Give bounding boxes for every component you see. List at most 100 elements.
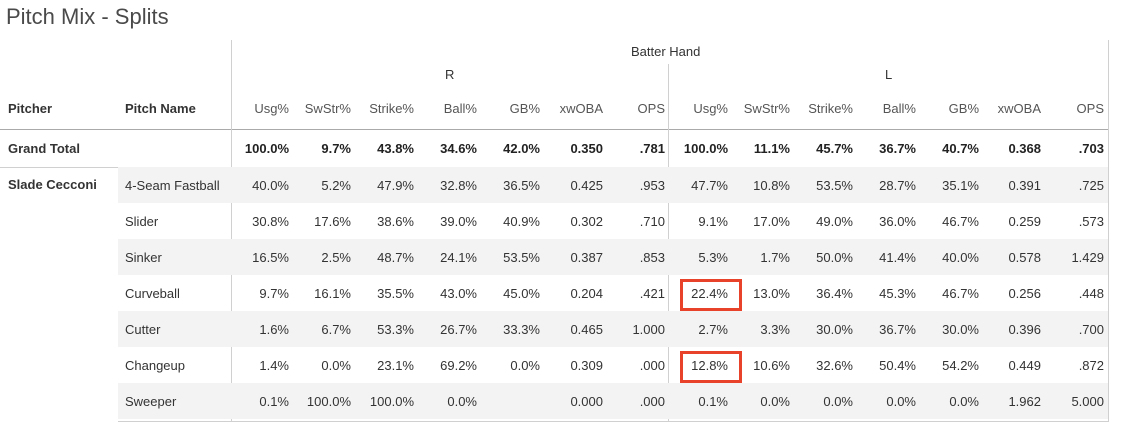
cell-l-gb: 35.1% <box>942 178 979 193</box>
grand-total-l-ball: 36.7% <box>879 141 916 156</box>
column-header-l-usg: Usg% <box>693 101 728 116</box>
grand-total-r-ball: 34.6% <box>440 141 477 156</box>
bottom-border <box>118 421 1108 422</box>
grand-total-l-strike: 45.7% <box>816 141 853 156</box>
cell-r-xwoba: 0.465 <box>570 322 603 337</box>
grand-total-l-swstr: 11.1% <box>753 141 790 156</box>
cell-r-swstr: 6.7% <box>321 322 351 337</box>
cell-r-gb: 0.0% <box>510 358 540 373</box>
grand-total-l-ops: .703 <box>1078 141 1104 156</box>
cell-l-xwoba: 0.578 <box>1008 250 1041 265</box>
cell-r-ball: 69.2% <box>440 358 477 373</box>
pitch-name-cell: Cutter <box>125 322 161 337</box>
column-header-r-xwoba: xwOBA <box>559 101 603 116</box>
cell-l-gb: 46.7% <box>942 286 979 301</box>
pitch-name-column-header: Pitch Name <box>125 101 196 116</box>
cell-l-gb: 30.0% <box>942 322 979 337</box>
column-header-r-gb: GB% <box>509 101 540 116</box>
highlight-box-curveball-usg <box>680 279 742 311</box>
grand-total-r-usg: 100.0% <box>244 141 289 156</box>
cell-l-xwoba: 0.256 <box>1008 286 1041 301</box>
grand-total-l-usg: 100.0% <box>683 141 728 156</box>
cell-r-gb: 45.0% <box>503 286 540 301</box>
grand-total-r-xwoba: 0.350 <box>570 141 603 156</box>
pitch-name-cell: Sinker <box>125 250 162 265</box>
cell-r-swstr: 2.5% <box>321 250 351 265</box>
pitch-name-cell: 4-Seam Fastball <box>125 178 220 193</box>
cell-r-strike: 38.6% <box>377 214 414 229</box>
grand-total-r-strike: 43.8% <box>377 141 414 156</box>
column-header-r-usg: Usg% <box>254 101 289 116</box>
cell-l-strike: 36.4% <box>816 286 853 301</box>
cell-l-strike: 49.0% <box>816 214 853 229</box>
right-edge-divider <box>1108 40 1109 422</box>
page-title: Pitch Mix - Splits <box>6 4 169 29</box>
column-header-r-ops: OPS <box>637 101 665 116</box>
cell-l-usg: 47.7% <box>691 178 728 193</box>
cell-r-xwoba: 0.000 <box>570 394 603 409</box>
header-divider <box>0 129 1108 130</box>
cell-l-ops: .448 <box>1078 286 1104 301</box>
cell-r-ball: 39.0% <box>440 214 477 229</box>
cell-l-usg: 9.1% <box>698 214 728 229</box>
cell-r-ops: 1.000 <box>632 322 665 337</box>
cell-r-ball: 26.7% <box>440 322 477 337</box>
cell-l-usg: 22.4% <box>691 286 728 301</box>
cell-r-usg: 1.6% <box>259 322 289 337</box>
column-header-r-swstr: SwStr% <box>304 101 351 116</box>
cell-l-ops: .725 <box>1078 178 1104 193</box>
column-header-r-ball: Ball% <box>443 101 477 116</box>
grand-total-r-ops: .781 <box>639 141 665 156</box>
cell-r-swstr: 0.0% <box>321 358 351 373</box>
grand-total-l-xwoba: 0.368 <box>1008 141 1041 156</box>
grand-total-r-swstr: 9.7% <box>321 141 351 156</box>
cell-l-usg: 5.3% <box>698 250 728 265</box>
cell-r-strike: 23.1% <box>377 358 414 373</box>
right-hand-header: R <box>445 67 455 82</box>
cell-l-strike: 50.0% <box>816 250 853 265</box>
cell-l-usg: 0.1% <box>698 394 728 409</box>
cell-r-gb: 53.5% <box>503 250 540 265</box>
table-row <box>118 383 1108 419</box>
cell-r-ball: 43.0% <box>440 286 477 301</box>
cell-l-strike: 53.5% <box>816 178 853 193</box>
cell-l-xwoba: 0.396 <box>1008 322 1041 337</box>
cell-r-usg: 30.8% <box>252 214 289 229</box>
cell-r-swstr: 100.0% <box>306 394 351 409</box>
cell-r-strike: 48.7% <box>377 250 414 265</box>
pitcher-column-header: Pitcher <box>8 101 53 116</box>
cell-r-ops: .000 <box>639 358 665 373</box>
cell-r-swstr: 16.1% <box>314 286 351 301</box>
cell-r-usg: 16.5% <box>252 250 289 265</box>
column-header-l-xwoba: xwOBA <box>997 101 1041 116</box>
column-header-l-ball: Ball% <box>882 101 916 116</box>
pitch-name-cell: Curveball <box>125 286 180 301</box>
cell-l-swstr: 10.6% <box>753 358 790 373</box>
cell-l-swstr: 3.3% <box>760 322 790 337</box>
cell-r-gb: 36.5% <box>503 178 540 193</box>
grand-total-r-gb: 42.0% <box>503 141 540 156</box>
grand-total-l-gb: 40.7% <box>942 141 979 156</box>
cell-l-ball: 36.7% <box>879 322 916 337</box>
cell-r-ops: .000 <box>639 394 665 409</box>
pitch-column-divider <box>231 40 232 422</box>
cell-l-gb: 0.0% <box>949 394 979 409</box>
cell-r-xwoba: 0.204 <box>570 286 603 301</box>
cell-r-xwoba: 0.387 <box>570 250 603 265</box>
cell-r-swstr: 5.2% <box>321 178 351 193</box>
cell-l-ops: 1.429 <box>1071 250 1104 265</box>
cell-l-swstr: 17.0% <box>753 214 790 229</box>
column-header-l-swstr: SwStr% <box>743 101 790 116</box>
cell-r-gb: 40.9% <box>503 214 540 229</box>
cell-l-ops: .872 <box>1078 358 1104 373</box>
cell-r-usg: 40.0% <box>252 178 289 193</box>
cell-l-gb: 46.7% <box>942 214 979 229</box>
cell-l-xwoba: 0.391 <box>1008 178 1041 193</box>
table-row <box>118 239 1108 275</box>
cell-r-gb: 33.3% <box>503 322 540 337</box>
cell-l-ball: 45.3% <box>879 286 916 301</box>
grand-total-label: Grand Total <box>8 141 80 156</box>
column-header-r-strike: Strike% <box>369 101 414 116</box>
cell-l-ops: .700 <box>1078 322 1104 337</box>
left-hand-header: L <box>885 67 893 82</box>
